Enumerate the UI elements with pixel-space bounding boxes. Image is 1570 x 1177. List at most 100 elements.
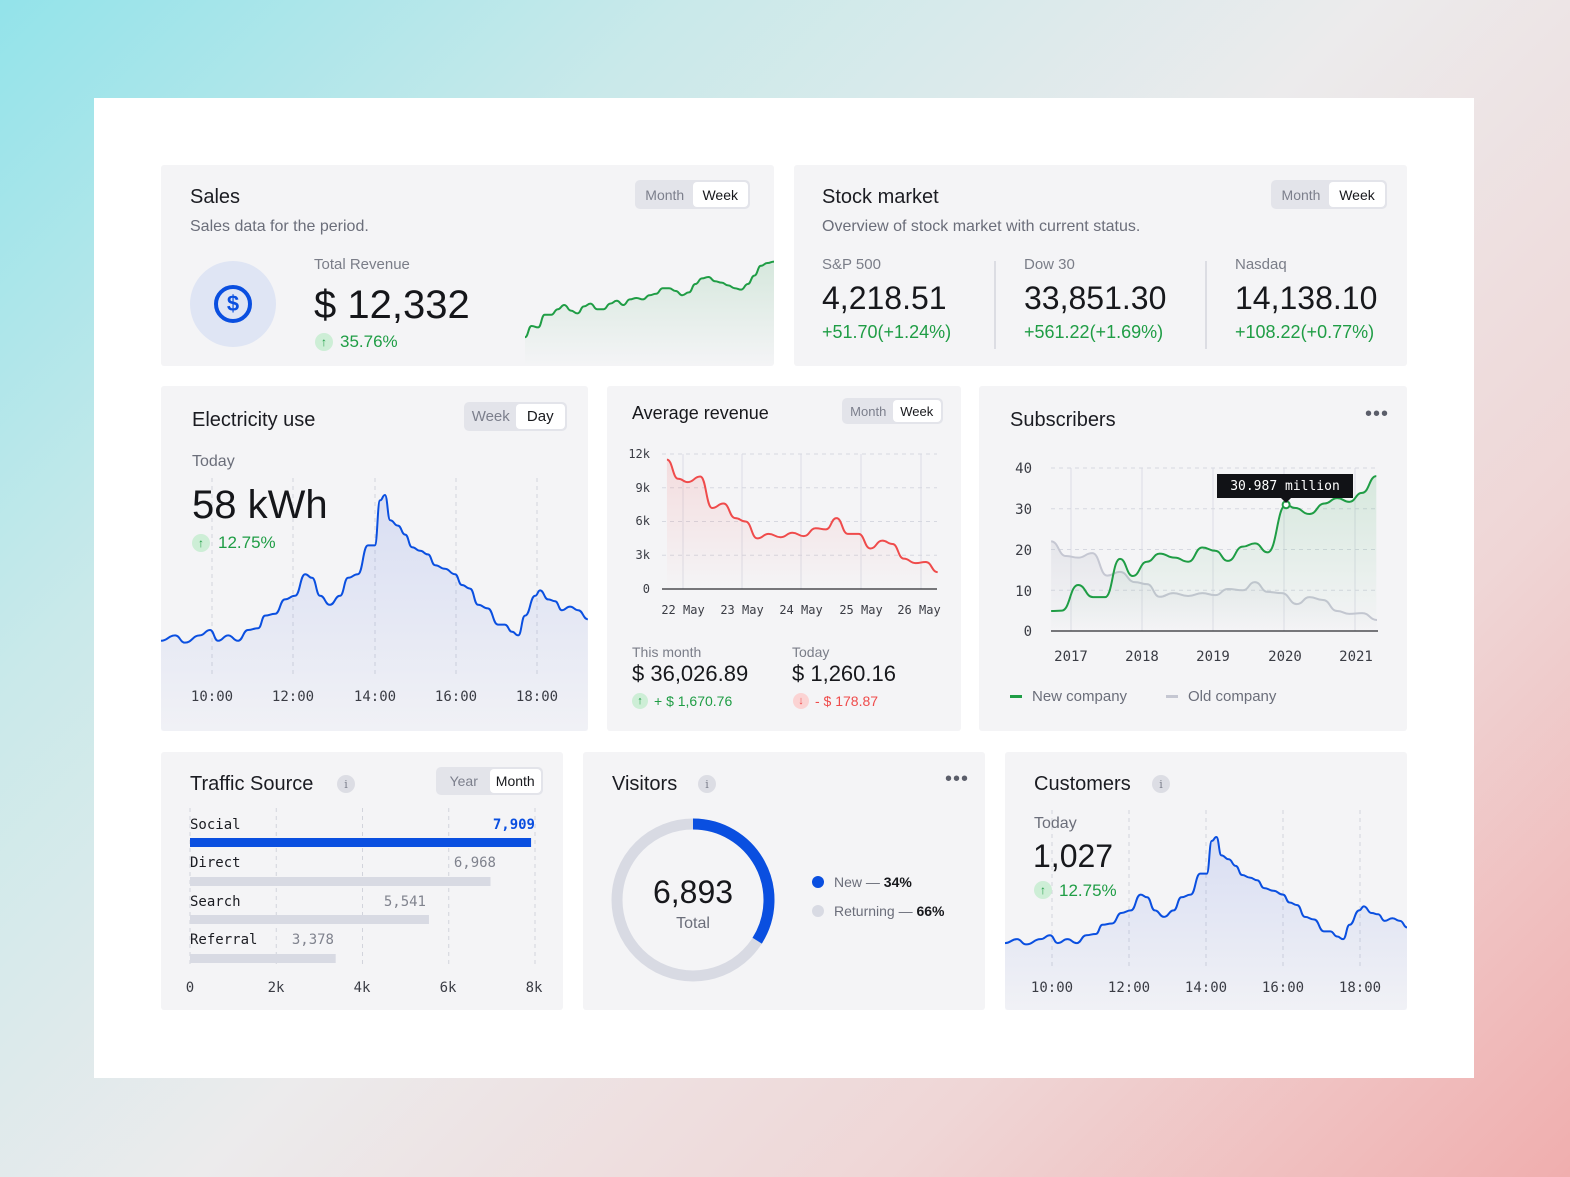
total-revenue-label: Total Revenue — [314, 256, 410, 273]
x-tick-label: 22 May — [661, 603, 705, 617]
index-change: +51.70(+1.24%) — [822, 322, 952, 342]
bar-label: Social — [190, 817, 241, 833]
toggle-week[interactable]: Week — [471, 408, 510, 425]
legend-value: 34% — [883, 874, 912, 890]
customers-value: 1,027 — [1033, 838, 1114, 874]
this-month-change: + $ 1,670.76 — [654, 693, 733, 709]
traffic-period-toggle[interactable]: Year Month — [436, 767, 543, 795]
index-name: Nasdaq — [1235, 256, 1287, 273]
legend-new-company: New company — [1032, 688, 1128, 705]
arrow-up-icon: ↑ — [632, 693, 648, 709]
x-tick-label: 2019 — [1196, 649, 1230, 665]
this-month-label: This month — [632, 644, 702, 660]
info-icon[interactable]: i — [337, 775, 355, 793]
index-name: S&P 500 — [822, 256, 881, 273]
stock-title: Stock market — [822, 186, 939, 208]
x-tick-label: 23 May — [720, 603, 764, 617]
tooltip-pointer — [1281, 498, 1291, 508]
legend-value: 66% — [916, 903, 945, 919]
divider — [1205, 261, 1207, 349]
toggle-year[interactable]: Year — [449, 773, 478, 789]
index-value: 4,218.51 — [822, 280, 947, 316]
toggle-month[interactable]: Month — [1281, 186, 1321, 203]
more-icon[interactable]: ••• — [945, 768, 970, 790]
avg-revenue-period-toggle[interactable]: Month Week — [842, 398, 943, 424]
toggle-week[interactable]: Week — [892, 400, 941, 422]
index-change: +561.22(+1.69%) — [1024, 322, 1164, 342]
traffic-source-title: Traffic Source — [190, 773, 314, 795]
tooltip-text: 30.987 million — [1230, 478, 1340, 494]
electricity-title: Electricity use — [192, 409, 316, 431]
x-tick-label: 8k — [525, 980, 543, 996]
today-change: - $ 178.87 — [815, 693, 879, 709]
stock-period-toggle[interactable]: Month Week — [1271, 180, 1387, 209]
legend-old-company: Old company — [1188, 688, 1277, 705]
visitors-total-label: Total — [676, 915, 710, 932]
toggle-month[interactable]: Month — [489, 769, 541, 793]
legend-dot-returning — [812, 905, 824, 917]
x-tick-label: 12:00 — [271, 689, 315, 705]
bar-value: 5,541 — [383, 894, 426, 910]
y-tick-label: 12k — [628, 447, 650, 461]
x-tick-label: 6k — [439, 980, 457, 996]
y-tick-label: 40 — [1015, 461, 1032, 477]
toggle-day[interactable]: Day — [515, 404, 565, 429]
more-icon[interactable]: ••• — [1365, 403, 1390, 425]
legend-new: New — 34% — [834, 875, 912, 889]
electricity-card — [161, 386, 588, 731]
legend-dot-new — [812, 876, 824, 888]
dollar-circle-icon: $ — [190, 261, 276, 347]
x-tick-label: 2020 — [1268, 649, 1302, 665]
arrow-up-icon: ↑ — [1034, 881, 1052, 899]
toggle-month[interactable]: Month — [645, 186, 685, 203]
legend-returning: Returning — 66% — [834, 904, 945, 918]
x-tick-label: 10:00 — [190, 689, 234, 705]
today-value: $ 1,260.16 — [792, 661, 896, 686]
x-tick-label: 26 May — [897, 603, 941, 617]
toggle-week[interactable]: Week — [1329, 182, 1385, 207]
arrow-down-icon: ↓ — [793, 693, 809, 709]
toggle-week[interactable]: Week — [692, 182, 748, 207]
legend-label: New — — [834, 874, 880, 890]
y-tick-label: 0 — [642, 582, 650, 596]
index-name: Dow 30 — [1024, 256, 1075, 273]
electricity-period: Today — [192, 453, 235, 470]
legend-swatch-new — [1010, 695, 1022, 698]
y-tick-label: 9k — [635, 481, 650, 495]
customers-title: Customers — [1034, 773, 1131, 795]
sales-title: Sales — [190, 186, 241, 208]
y-tick-label: 0 — [1023, 624, 1032, 640]
subscribers-card — [979, 386, 1407, 731]
x-tick-label: 4k — [353, 980, 371, 996]
divider — [994, 261, 996, 349]
y-tick-label: 3k — [635, 548, 650, 562]
visitors-total: 6,893 — [652, 874, 734, 910]
tooltip: 30.987 million — [1217, 474, 1353, 498]
electricity-value: 58 kWh — [192, 483, 328, 527]
y-tick-label: 10 — [1015, 584, 1032, 600]
x-tick-label: 24 May — [779, 603, 823, 617]
today-label: Today — [792, 644, 830, 660]
x-tick-label: 2018 — [1125, 649, 1159, 665]
x-tick-label: 14:00 — [353, 689, 397, 705]
arrow-up-icon: ↑ — [192, 534, 210, 552]
x-tick-label: 12:00 — [1107, 980, 1151, 996]
info-icon[interactable]: i — [698, 775, 716, 793]
bar-label: Search — [190, 894, 241, 910]
electricity-period-toggle[interactable]: Week Day — [464, 402, 567, 431]
y-tick-label: 6k — [635, 514, 650, 528]
y-tick-label: 20 — [1015, 543, 1032, 559]
electricity-change: 12.75% — [218, 533, 276, 552]
index-value: 14,138.10 — [1235, 280, 1378, 316]
x-tick-label: 16:00 — [1261, 980, 1305, 996]
stock-subtitle: Overview of stock market with current st… — [822, 218, 1141, 235]
info-icon[interactable]: i — [1152, 775, 1170, 793]
toggle-month[interactable]: Month — [850, 403, 887, 419]
y-tick-label: 30 — [1015, 502, 1032, 518]
sales-period-toggle[interactable]: Month Week — [635, 180, 750, 209]
x-tick-label: 25 May — [839, 603, 883, 617]
this-month-value: $ 36,026.89 — [632, 661, 749, 686]
customers-period: Today — [1034, 815, 1077, 832]
x-tick-label: 16:00 — [434, 689, 478, 705]
index-change: +108.22(+0.77%) — [1235, 322, 1375, 342]
